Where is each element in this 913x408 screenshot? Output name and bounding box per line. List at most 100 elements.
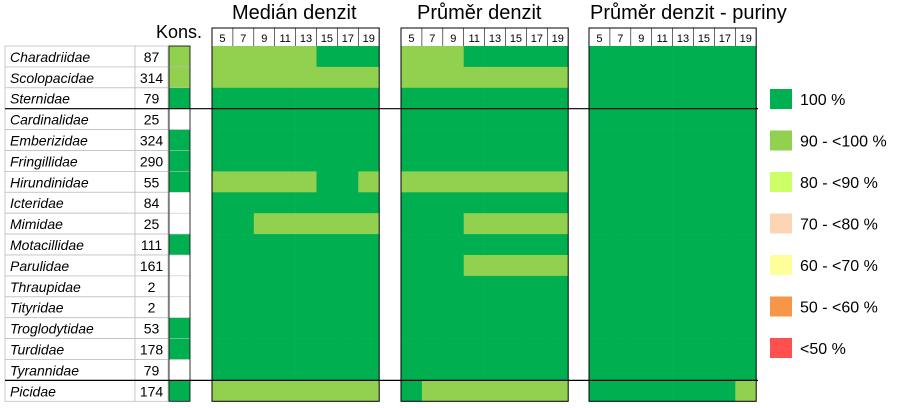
family-name: Icteridae xyxy=(10,195,64,211)
heat-cell xyxy=(672,359,694,381)
heat-cell xyxy=(442,87,464,109)
heat-cell xyxy=(274,275,296,298)
legend-swatch xyxy=(770,296,792,317)
heat-cell xyxy=(526,255,548,277)
heat-cell xyxy=(358,317,380,339)
heat-cell xyxy=(358,171,380,193)
family-name: Cardinalidae xyxy=(10,112,89,128)
col-label-2-19: 19 xyxy=(740,33,752,45)
heat-cell xyxy=(609,234,632,256)
heat-cell xyxy=(421,192,444,214)
heat-cell xyxy=(316,129,338,151)
heat-cell xyxy=(232,129,255,151)
heat-cell xyxy=(463,66,485,89)
heat-cell xyxy=(274,66,296,89)
heat-cell xyxy=(401,192,423,214)
heat-cell xyxy=(232,296,255,318)
family-count: 84 xyxy=(144,195,160,211)
panel-border xyxy=(588,27,757,402)
heat-cell xyxy=(463,234,485,256)
heat-cell xyxy=(212,359,234,381)
legend-label: 70 - <80 % xyxy=(800,217,878,234)
heat-cell xyxy=(589,275,611,298)
heat-cell xyxy=(421,359,444,381)
heat-cell xyxy=(735,192,757,214)
heat-cell xyxy=(526,46,548,68)
heat-cell xyxy=(337,192,359,214)
heat-cell xyxy=(274,171,296,193)
kons-cell xyxy=(168,192,191,214)
heat-cell xyxy=(253,129,275,151)
heat-cell xyxy=(421,317,444,339)
heat-cell xyxy=(463,87,485,109)
heat-cell xyxy=(609,213,632,235)
heat-cell xyxy=(630,380,652,402)
heat-cell xyxy=(526,296,548,318)
heat-cell xyxy=(672,108,694,130)
heat-cell xyxy=(401,338,423,360)
heat-cell xyxy=(609,46,632,68)
heat-cell xyxy=(421,213,444,235)
heat-cell xyxy=(295,171,317,193)
heat-cell xyxy=(672,255,694,277)
heat-cell xyxy=(672,380,694,402)
heat-cell xyxy=(714,380,736,402)
heat-cell xyxy=(651,213,673,235)
heat-cell xyxy=(609,359,632,381)
heat-cell xyxy=(693,46,715,68)
family-count: 324 xyxy=(140,133,164,149)
heat-cell xyxy=(253,46,275,68)
heat-cell xyxy=(630,296,652,318)
heat-cell xyxy=(337,171,359,193)
heat-cell xyxy=(651,255,673,277)
heat-cell xyxy=(212,338,234,360)
heat-cell xyxy=(630,213,652,235)
heat-cell xyxy=(442,296,464,318)
col-label-2-15: 15 xyxy=(698,33,710,45)
heat-cell xyxy=(337,380,359,402)
heat-cell xyxy=(547,192,569,214)
heat-cell xyxy=(316,171,338,193)
heat-cell xyxy=(337,255,359,277)
heat-cell xyxy=(295,275,317,298)
heat-cell xyxy=(589,192,611,214)
heat-cell xyxy=(547,129,569,151)
heat-cell xyxy=(274,87,296,109)
heat-cell xyxy=(589,129,611,151)
kons-cell xyxy=(168,380,191,402)
kons-header: Kons. xyxy=(156,22,203,42)
heat-cell xyxy=(651,46,673,68)
heat-cell xyxy=(630,150,652,172)
heat-cell xyxy=(212,171,234,193)
heat-cell xyxy=(526,150,548,172)
heat-cell xyxy=(212,234,234,256)
heat-cell xyxy=(609,171,632,193)
heat-cell xyxy=(421,234,444,256)
heat-cell xyxy=(484,338,506,360)
heat-cell xyxy=(735,317,757,339)
heat-cell xyxy=(442,213,464,235)
heat-cell xyxy=(274,192,296,214)
family-count: 25 xyxy=(144,216,160,232)
kons-cell xyxy=(168,212,191,235)
family-name: Picidae xyxy=(10,383,56,399)
heat-cell xyxy=(672,213,694,235)
heat-cell xyxy=(589,359,611,381)
heat-cell xyxy=(212,108,234,130)
legend-label: 90 - <100 % xyxy=(800,134,887,151)
heat-cell xyxy=(589,213,611,235)
heat-cell xyxy=(358,66,380,89)
family-name: Motacillidae xyxy=(10,237,84,253)
heat-cell xyxy=(232,359,255,381)
heat-cell xyxy=(735,296,757,318)
heat-cell xyxy=(463,359,485,381)
heat-cell xyxy=(735,234,757,256)
heat-cell xyxy=(547,213,569,235)
heat-cell xyxy=(463,213,485,235)
heat-cell xyxy=(714,317,736,339)
col-label-2-17: 17 xyxy=(719,33,731,45)
heat-cell xyxy=(232,213,255,235)
heat-cell xyxy=(212,192,234,214)
heat-cell xyxy=(505,129,527,151)
heat-cell xyxy=(547,171,569,193)
